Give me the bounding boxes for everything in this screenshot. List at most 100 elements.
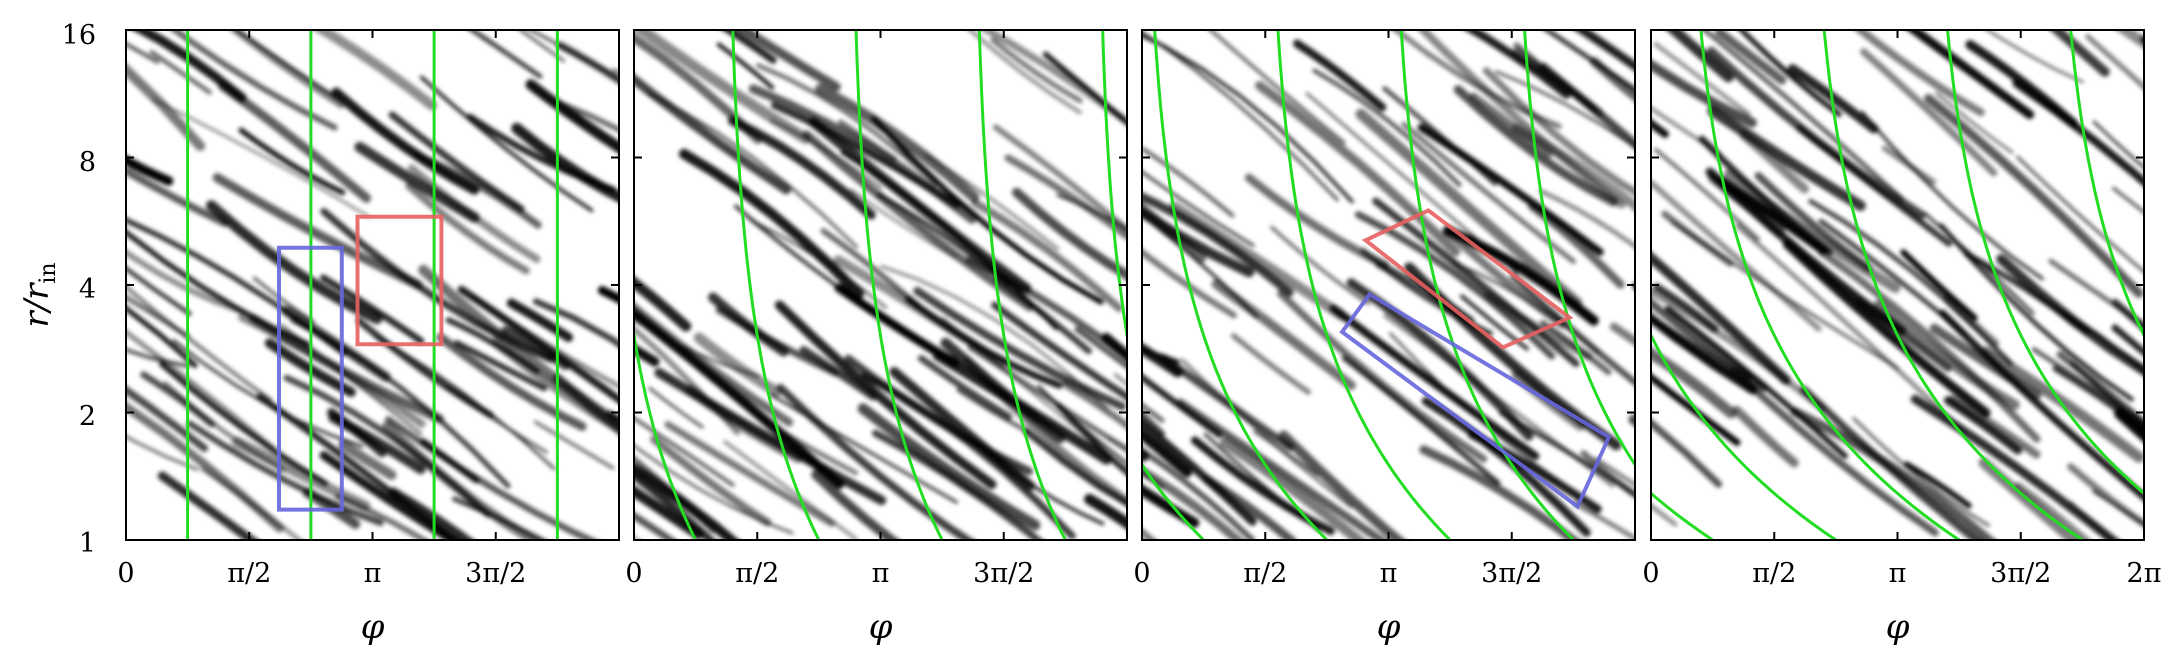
- streak: [889, 366, 1035, 491]
- streak: [419, 75, 594, 213]
- streak: [466, 113, 616, 193]
- streak: [634, 73, 791, 195]
- streak: [990, 37, 1083, 104]
- x-axis-label: φ: [869, 607, 893, 647]
- streak: [2016, 155, 2144, 274]
- streak: [2049, 30, 2110, 77]
- guide-line: [2069, 30, 2144, 339]
- streak: [1717, 177, 1827, 255]
- guide-line: [1153, 30, 1328, 540]
- streak: [1312, 68, 1462, 187]
- streak: [1906, 30, 2035, 120]
- streak: [1037, 384, 1127, 465]
- panel-content: [126, 30, 619, 540]
- streak: [1653, 41, 1751, 117]
- streak: [1651, 297, 1753, 381]
- guide-lines: [186, 30, 559, 540]
- streak: [1900, 249, 1978, 321]
- streak: [1929, 323, 2042, 400]
- streak: [1873, 299, 2020, 410]
- streak: [1796, 125, 1953, 247]
- streak: [992, 124, 1127, 234]
- streak: [126, 305, 198, 368]
- streak: [857, 403, 1041, 531]
- streak: [2031, 347, 2144, 426]
- streak: [1392, 30, 1562, 129]
- streak: [319, 451, 461, 540]
- streak: [1270, 225, 1370, 305]
- red-box: [355, 214, 444, 347]
- streak: [913, 286, 1127, 411]
- x-tick-label: 0: [1133, 558, 1150, 589]
- streak: [126, 41, 160, 64]
- streak: [382, 421, 543, 540]
- streak: [1938, 309, 2144, 502]
- streak: [750, 219, 888, 309]
- x-tick-label: 0: [625, 558, 642, 589]
- streak: [1208, 30, 1346, 145]
- streak: [1278, 430, 1406, 540]
- panel-4: [1650, 29, 2176, 541]
- streak: [1142, 465, 1245, 540]
- streak: [1939, 223, 2134, 402]
- x-tick-label: π/2: [1752, 558, 1796, 589]
- guide-line: [1699, 30, 1960, 540]
- panel-2: [633, 29, 1128, 541]
- streak: [1651, 313, 1769, 392]
- streak: [186, 420, 384, 526]
- guide-lines: [634, 30, 1127, 540]
- streak: [2140, 35, 2144, 44]
- y-tick-label-8: 8: [79, 147, 96, 178]
- streak: [2112, 186, 2144, 214]
- streak: [723, 440, 859, 540]
- streak: [1142, 201, 1207, 264]
- streak: [206, 200, 383, 325]
- streak: [1354, 211, 1556, 360]
- guide-line: [977, 30, 1067, 540]
- streak: [925, 153, 1060, 251]
- blue-box: [277, 245, 344, 512]
- streak: [634, 318, 760, 378]
- streak-texture: [126, 30, 619, 540]
- panel-1: [125, 29, 620, 541]
- streak: [654, 368, 887, 506]
- streak: [1651, 373, 1741, 446]
- streak: [1219, 437, 1367, 540]
- guide-lines: [1651, 30, 2144, 540]
- streak: [2148, 62, 2176, 110]
- y-axis-label-sub: in: [36, 262, 61, 283]
- streak: [1142, 170, 1255, 247]
- streak: [755, 63, 938, 186]
- streak: [1253, 429, 1319, 477]
- streak: [648, 386, 704, 429]
- streak: [1443, 227, 1567, 329]
- streak: [932, 350, 1112, 465]
- streak: [132, 30, 247, 103]
- streak: [1329, 304, 1540, 461]
- streak: [1498, 410, 1635, 497]
- streak: [454, 340, 548, 392]
- streak: [872, 429, 1044, 540]
- streak: [1981, 346, 2144, 463]
- streak: [238, 127, 346, 196]
- streak: [1594, 457, 1635, 487]
- streak: [1142, 429, 1192, 478]
- streak: [808, 117, 1032, 294]
- streak: [650, 435, 772, 527]
- guide-lines: [1142, 30, 1635, 540]
- streak: [532, 298, 619, 348]
- streak: [2092, 120, 2144, 169]
- streak: [418, 264, 619, 431]
- streak: [126, 284, 272, 402]
- streak: [917, 355, 1013, 420]
- guide-line: [1276, 30, 1452, 540]
- streak: [1482, 67, 1635, 196]
- streak: [1142, 206, 1255, 278]
- streak: [230, 30, 344, 109]
- streak: [2111, 324, 2144, 357]
- streak: [126, 154, 174, 186]
- streak: [965, 256, 1127, 362]
- streak: [126, 329, 275, 451]
- streak: [1732, 405, 1799, 468]
- streak: [445, 317, 540, 375]
